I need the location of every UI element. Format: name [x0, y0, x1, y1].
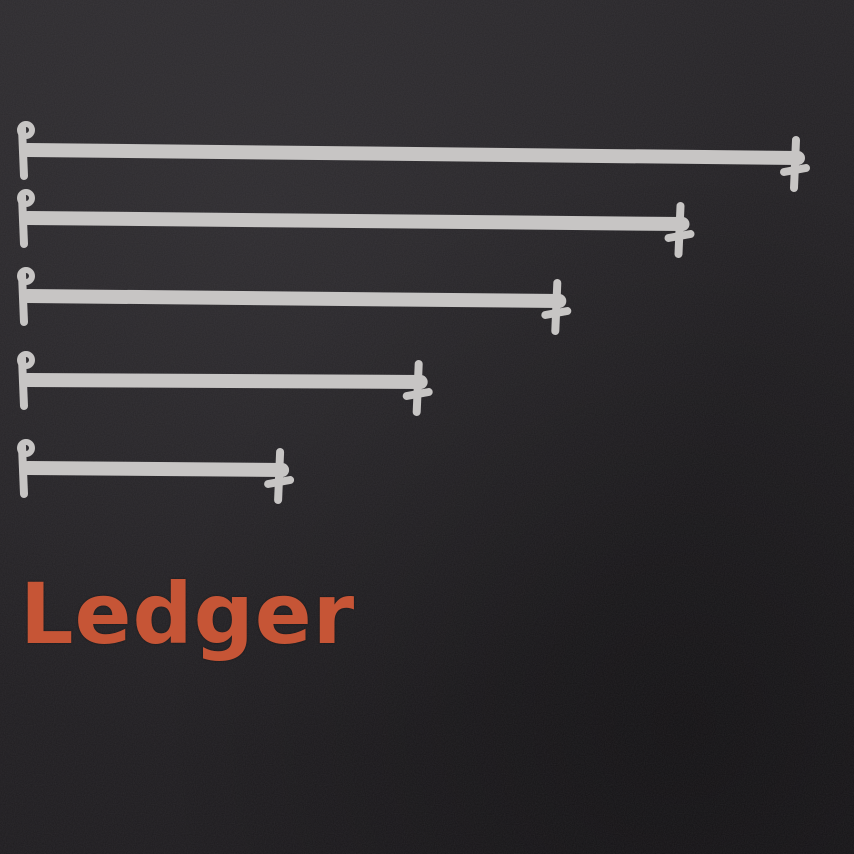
ledger-bar-right-cap-3 [551, 279, 562, 335]
ledger-bar-knob-4 [17, 351, 35, 369]
bar-group [17, 121, 810, 504]
ledger-bar-knob-3 [17, 267, 35, 285]
ledger-bar-right-cap-5 [274, 448, 285, 504]
ledger-bar-knob-5 [17, 439, 35, 457]
ledger-bar-2 [21, 211, 690, 231]
ledger-bar-right-tick-4 [402, 388, 433, 400]
ledger-bar-right-cap-2 [674, 202, 685, 258]
ledger-bar-right-tick-2 [664, 230, 695, 242]
ledger-bar-1 [21, 143, 805, 165]
ledger-bar-knob-2 [17, 189, 35, 207]
ledger-bar-right-tick-5 [264, 476, 295, 488]
wordmark-ledger: Ledger [20, 565, 356, 663]
ledger-bar-3 [21, 289, 567, 308]
ledger-bar-knob-1 [17, 121, 35, 139]
ledger-bar-right-tick-3 [541, 307, 572, 319]
ledger-bar-4 [21, 373, 428, 389]
ledger-bar-right-tick-1 [780, 164, 810, 176]
ledger-bar-5 [21, 461, 290, 477]
ledger-bar-right-cap-1 [790, 136, 800, 192]
ledger-bar-right-cap-4 [412, 360, 423, 416]
